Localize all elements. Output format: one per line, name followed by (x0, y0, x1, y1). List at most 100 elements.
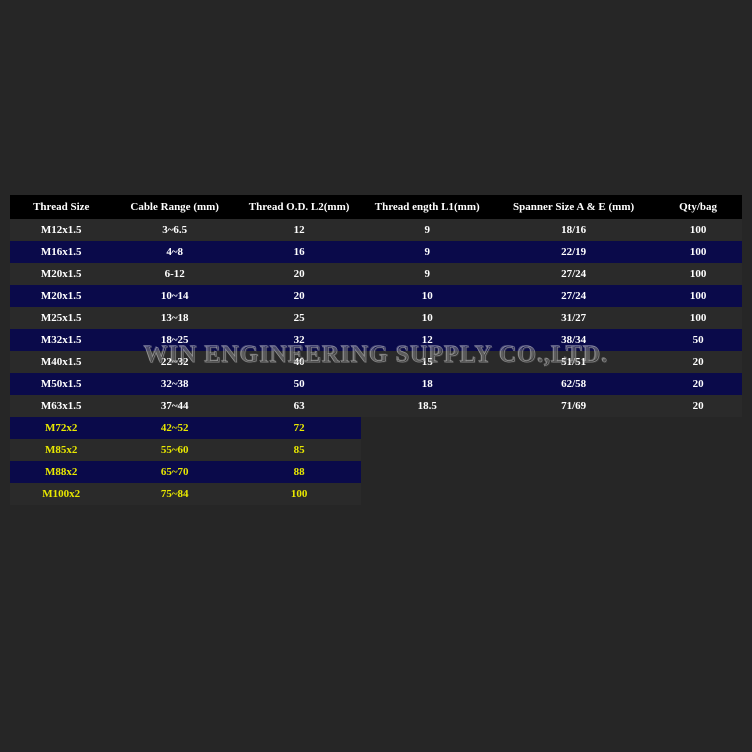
table-cell: 31/27 (493, 307, 654, 329)
table-cell: 32~38 (112, 373, 236, 395)
table-cell: 9 (361, 263, 493, 285)
table-cell: 9 (361, 241, 493, 263)
table-row: M50x1.532~38501862/5820 (10, 373, 742, 395)
table-cell: 50 (237, 373, 361, 395)
table-cell: M40x1.5 (10, 351, 112, 373)
table-cell: M88x2 (10, 461, 112, 483)
table-cell: 20 (654, 351, 742, 373)
table-cell: 42~52 (112, 417, 236, 439)
col-cable-range: Cable Range (mm) (112, 195, 236, 219)
table-cell: M16x1.5 (10, 241, 112, 263)
table-cell (654, 483, 742, 505)
table-row: M63x1.537~446318.571/6920 (10, 395, 742, 417)
table-cell: 9 (361, 219, 493, 241)
table-cell: 18 (361, 373, 493, 395)
table-row: M100x275~84100 (10, 483, 742, 505)
table-cell: 50 (654, 329, 742, 351)
table-cell: M20x1.5 (10, 285, 112, 307)
page-container: WIN ENGINEERING SUPPLY CO.,LTD. Thread S… (0, 0, 752, 752)
table-cell: 22~32 (112, 351, 236, 373)
table-cell: 88 (237, 461, 361, 483)
table-cell: 100 (654, 307, 742, 329)
table-cell: 20 (654, 373, 742, 395)
table-cell: 4~8 (112, 241, 236, 263)
table-cell: 15 (361, 351, 493, 373)
col-thread-size: Thread Size (10, 195, 112, 219)
col-qty-bag: Qty/bag (654, 195, 742, 219)
table-cell: 10 (361, 307, 493, 329)
table-cell (493, 483, 654, 505)
table-cell: 18.5 (361, 395, 493, 417)
table-row: M16x1.54~816922/19100 (10, 241, 742, 263)
table-cell (361, 483, 493, 505)
table-cell: 10~14 (112, 285, 236, 307)
table-cell (654, 461, 742, 483)
table-body: M12x1.53~6.512918/16100M16x1.54~816922/1… (10, 219, 742, 505)
table-cell (493, 439, 654, 461)
table-row: M25x1.513~18251031/27100 (10, 307, 742, 329)
table-cell: 32 (237, 329, 361, 351)
table-cell (361, 417, 493, 439)
table-cell: 100 (654, 263, 742, 285)
col-thread-length: Thread ength L1(mm) (361, 195, 493, 219)
table-cell: M12x1.5 (10, 219, 112, 241)
table-cell: 25 (237, 307, 361, 329)
table-cell: 38/34 (493, 329, 654, 351)
table-row: M88x265~7088 (10, 461, 742, 483)
table-cell (493, 417, 654, 439)
table-cell: M100x2 (10, 483, 112, 505)
table-cell: 100 (237, 483, 361, 505)
table-cell (493, 461, 654, 483)
table-cell: 100 (654, 219, 742, 241)
col-spanner-size: Spanner Size A & E (mm) (493, 195, 654, 219)
table-cell: M72x2 (10, 417, 112, 439)
table-cell: 62/58 (493, 373, 654, 395)
table-cell: 65~70 (112, 461, 236, 483)
header-row: Thread Size Cable Range (mm) Thread O.D.… (10, 195, 742, 219)
spec-table: Thread Size Cable Range (mm) Thread O.D.… (10, 195, 742, 505)
table-cell: 63 (237, 395, 361, 417)
table-cell: 16 (237, 241, 361, 263)
table-cell: 6-12 (112, 263, 236, 285)
table-cell: 71/69 (493, 395, 654, 417)
table-cell: M50x1.5 (10, 373, 112, 395)
table-cell: 100 (654, 285, 742, 307)
table-cell (361, 461, 493, 483)
table-row: M40x1.522~32401551/5120 (10, 351, 742, 373)
table-cell: 20 (237, 285, 361, 307)
table-cell: M63x1.5 (10, 395, 112, 417)
table-row: M20x1.56-1220927/24100 (10, 263, 742, 285)
table-row: M85x255~6085 (10, 439, 742, 461)
table-cell (361, 439, 493, 461)
table-cell: 12 (237, 219, 361, 241)
table-cell: 18~25 (112, 329, 236, 351)
table-cell: 85 (237, 439, 361, 461)
table-cell: 75~84 (112, 483, 236, 505)
table-cell: 18/16 (493, 219, 654, 241)
table-cell: 3~6.5 (112, 219, 236, 241)
table-cell: 100 (654, 241, 742, 263)
table-cell: 27/24 (493, 285, 654, 307)
table-cell (654, 439, 742, 461)
table-cell: M25x1.5 (10, 307, 112, 329)
table-row: M12x1.53~6.512918/16100 (10, 219, 742, 241)
table-cell: 51/51 (493, 351, 654, 373)
table-row: M32x1.518~25321238/3450 (10, 329, 742, 351)
table-cell: 12 (361, 329, 493, 351)
spec-table-wrap: Thread Size Cable Range (mm) Thread O.D.… (10, 195, 742, 505)
table-head: Thread Size Cable Range (mm) Thread O.D.… (10, 195, 742, 219)
table-cell: 10 (361, 285, 493, 307)
table-cell: 72 (237, 417, 361, 439)
table-cell: 37~44 (112, 395, 236, 417)
col-thread-od: Thread O.D. L2(mm) (237, 195, 361, 219)
table-cell: 13~18 (112, 307, 236, 329)
table-cell: 20 (237, 263, 361, 285)
table-cell: 20 (654, 395, 742, 417)
table-row: M20x1.510~14201027/24100 (10, 285, 742, 307)
table-cell: M85x2 (10, 439, 112, 461)
table-cell (654, 417, 742, 439)
table-cell: M20x1.5 (10, 263, 112, 285)
table-cell: 22/19 (493, 241, 654, 263)
table-cell: 27/24 (493, 263, 654, 285)
table-cell: M32x1.5 (10, 329, 112, 351)
